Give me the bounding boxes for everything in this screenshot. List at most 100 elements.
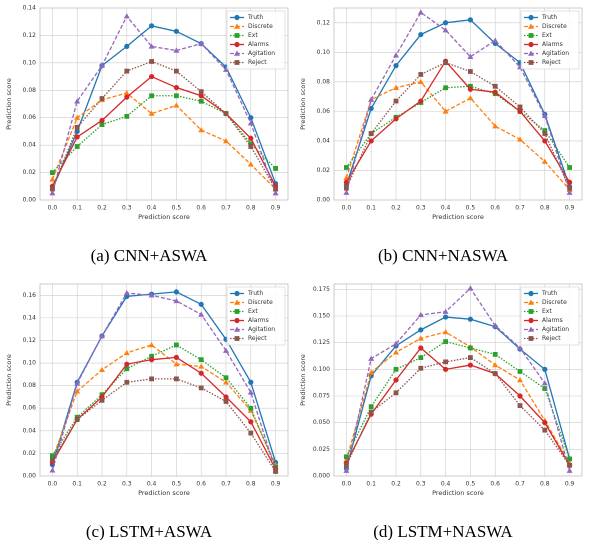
marker	[467, 53, 474, 59]
y-tick-label: 0.04	[317, 137, 331, 144]
legend-label: Agitation	[542, 326, 569, 333]
marker	[49, 176, 56, 182]
marker	[492, 83, 498, 89]
marker	[173, 354, 179, 361]
legend-label: Agitation	[542, 50, 569, 57]
x-tick-label: 0.5	[172, 481, 182, 488]
y-tick-label: 0.00	[23, 197, 37, 204]
marker	[223, 347, 229, 353]
legend-label: Ext	[542, 308, 552, 315]
x-tick-label: 0.2	[97, 481, 107, 488]
marker	[567, 179, 573, 185]
marker	[566, 189, 573, 195]
marker	[368, 404, 374, 410]
marker	[393, 84, 399, 90]
x-tick-label: 0.6	[490, 481, 500, 488]
caption: (a) CNN+ASWA	[91, 246, 208, 265]
marker	[74, 417, 80, 422]
marker	[124, 68, 130, 74]
marker	[123, 349, 130, 356]
marker	[198, 40, 205, 46]
marker	[272, 190, 279, 196]
caption: (b) CNN+NASWA	[378, 246, 509, 265]
marker	[368, 355, 375, 361]
marker	[442, 27, 449, 33]
marker	[442, 308, 449, 314]
marker	[198, 370, 204, 376]
legend-label: Agitation	[248, 50, 275, 57]
series-line	[51, 344, 277, 465]
y-tick-label: 0.00	[23, 473, 37, 480]
marker	[99, 332, 105, 339]
chart: 0.00 0.02 0.04 0.06 0.08 0.10 0.12 0.14 0.16 0.0 0…	[5, 283, 289, 540]
marker	[223, 375, 229, 381]
x-tick-label: 0.6	[490, 205, 500, 212]
x-tick-label: 0.5	[466, 205, 476, 212]
marker	[393, 98, 399, 104]
y-tick-label: 0.12	[23, 337, 37, 344]
marker	[173, 28, 179, 34]
marker	[148, 341, 155, 348]
marker	[443, 20, 449, 26]
marker	[234, 41, 240, 48]
marker	[74, 380, 81, 386]
y-tick-label: 0.125	[313, 339, 330, 346]
marker	[248, 144, 254, 149]
chart: 0.00 0.02 0.04 0.06 0.08 0.10 0.12 0.14 0.0 0.1 0.…	[5, 5, 289, 265]
legend-label: Ext	[248, 32, 258, 39]
marker	[417, 311, 424, 318]
marker	[273, 166, 278, 171]
marker	[528, 299, 534, 305]
marker	[567, 456, 572, 462]
marker	[417, 78, 424, 85]
y-axis-label: Prediction score	[299, 354, 307, 406]
y-tick-label: 0.04	[23, 427, 37, 434]
series-line	[51, 92, 277, 190]
marker	[393, 366, 399, 372]
marker	[393, 116, 399, 122]
marker	[248, 379, 254, 385]
marker	[234, 299, 240, 305]
legend-label: Alarms	[542, 41, 563, 48]
marker	[542, 366, 548, 372]
marker	[566, 467, 573, 473]
marker	[148, 43, 155, 49]
marker	[50, 453, 55, 459]
marker	[234, 336, 240, 341]
marker	[174, 342, 179, 348]
marker	[74, 388, 81, 394]
marker	[368, 105, 374, 112]
x-tick-label: 0.0	[48, 481, 58, 488]
y-tick-label: 0.050	[313, 419, 330, 426]
marker	[223, 394, 229, 400]
marker	[528, 23, 534, 29]
marker	[443, 359, 448, 365]
caption: (d) LSTM+NASWA	[373, 522, 513, 540]
x-tick-label: 0.5	[466, 481, 476, 488]
marker	[173, 289, 179, 295]
x-tick-label: 0.9	[565, 205, 575, 212]
y-axis-label: Prediction score	[299, 78, 307, 130]
marker	[248, 135, 254, 141]
marker	[234, 290, 240, 297]
marker	[49, 190, 56, 196]
marker	[567, 462, 572, 468]
marker	[517, 369, 523, 374]
marker	[567, 185, 572, 191]
marker	[542, 131, 548, 136]
marker	[123, 290, 130, 296]
x-tick-label: 0.6	[196, 205, 206, 212]
marker	[149, 376, 154, 382]
legend-label: Reject	[248, 335, 267, 342]
marker	[149, 357, 155, 363]
marker	[123, 90, 130, 96]
legend-label: Truth	[247, 14, 263, 21]
marker	[50, 457, 55, 463]
marker	[418, 98, 424, 104]
chart: 0.000 0.025 0.050 0.075 0.100 0.125 0.150 0.175…	[299, 283, 583, 540]
marker	[198, 98, 204, 104]
marker	[99, 366, 105, 373]
marker	[234, 317, 240, 324]
marker	[99, 96, 105, 101]
marker	[149, 59, 154, 64]
